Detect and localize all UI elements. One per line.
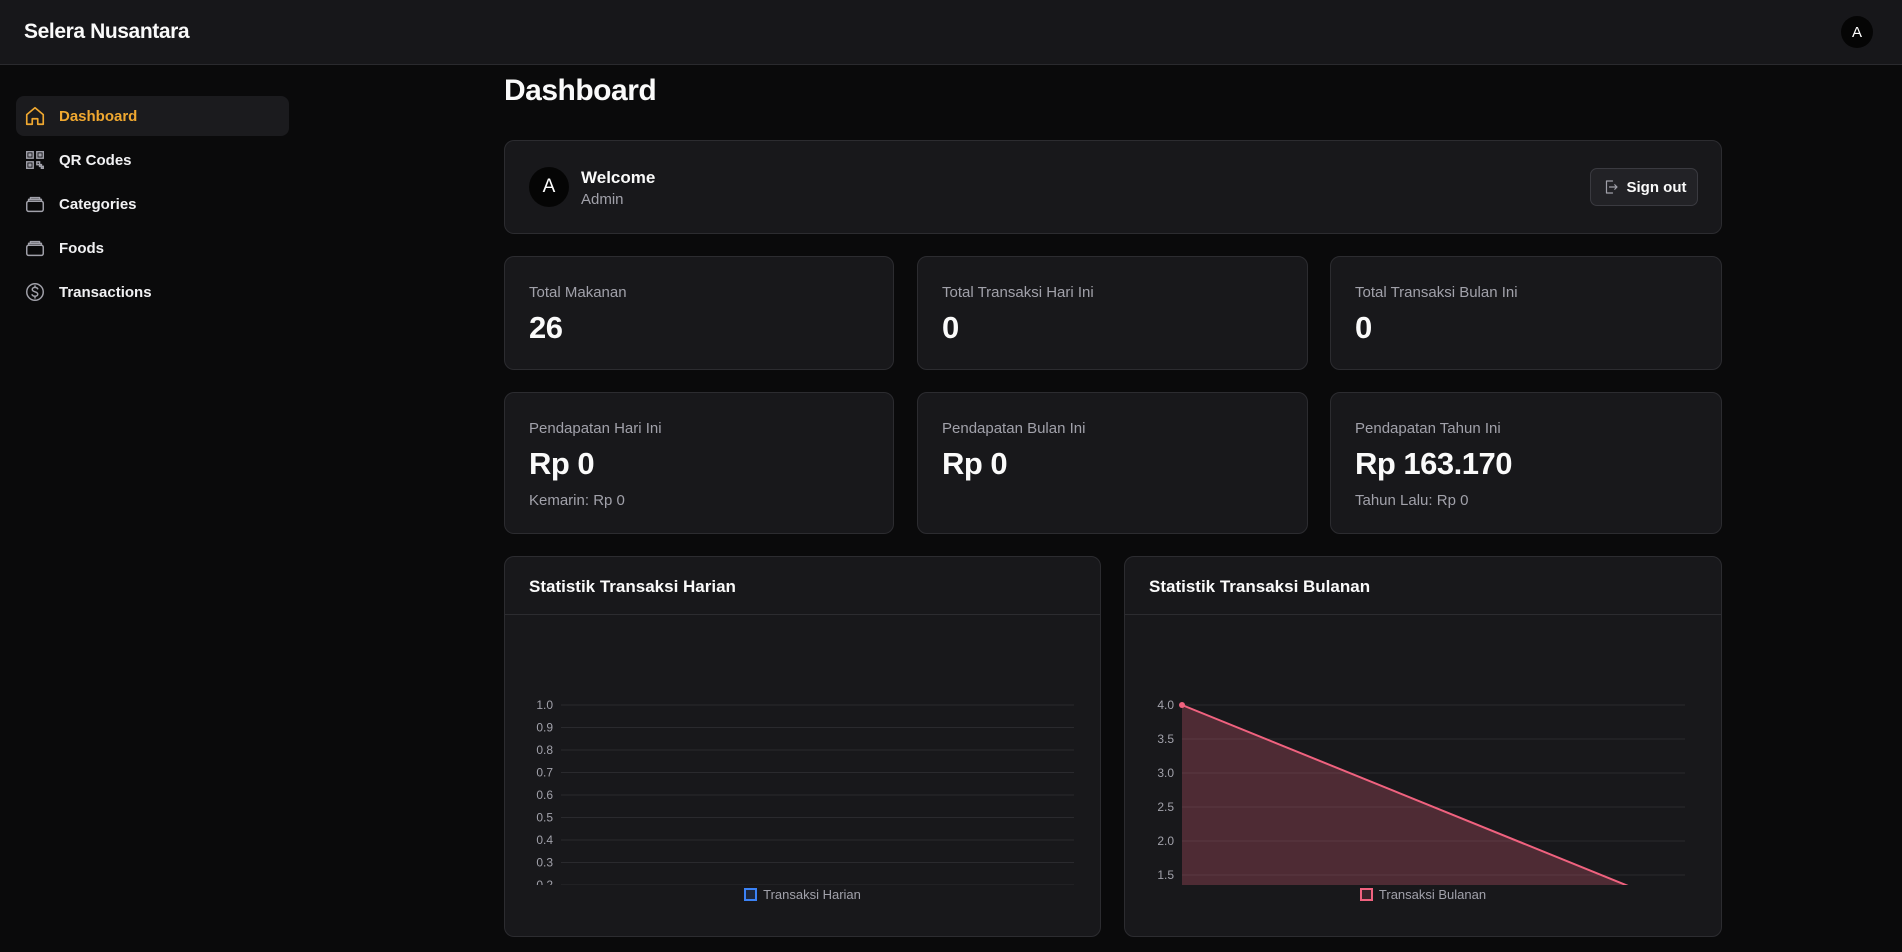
stack-icon <box>24 193 46 215</box>
stat-card-transaksi-bulan-ini: Total Transaksi Bulan Ini 0 <box>1330 256 1722 370</box>
sign-out-button[interactable]: Sign out <box>1590 168 1698 206</box>
monthly-chart-card: Statistik Transaksi Bulanan 1.01.52.02.5… <box>1124 556 1722 937</box>
sidebar-item-label: QR Codes <box>59 151 132 169</box>
stack-icon <box>24 237 46 259</box>
stat-card-pendapatan-hari-ini: Pendapatan Hari Ini Rp 0 Kemarin: Rp 0 <box>504 392 894 534</box>
stat-value: 0 <box>942 310 959 345</box>
y-tick-label: 0.7 <box>536 766 553 780</box>
y-tick-label: 0.9 <box>536 721 553 735</box>
legend-label: Transaksi Harian <box>763 887 861 902</box>
series-line <box>1181 704 1629 885</box>
data-point[interactable] <box>1179 702 1185 708</box>
daily-transactions-chart: 00.10.20.30.40.50.60.70.80.91.0 <box>536 698 1074 885</box>
stat-card-pendapatan-bulan-ini: Pendapatan Bulan Ini Rp 0 <box>917 392 1308 534</box>
stat-label: Total Makanan <box>529 284 627 301</box>
stat-value: 26 <box>529 310 563 345</box>
sidebar-item-dashboard[interactable]: Dashboard <box>16 96 289 136</box>
y-tick-label: 0.3 <box>536 856 553 870</box>
welcome-card: A Welcome Admin Sign out <box>504 140 1722 234</box>
sidebar: Dashboard QR Codes Categories Foods Tran… <box>16 96 289 316</box>
stat-card-pendapatan-tahun-ini: Pendapatan Tahun Ini Rp 163.170 Tahun La… <box>1330 392 1722 534</box>
sidebar-item-label: Dashboard <box>59 107 138 125</box>
y-tick-label: 4.0 <box>1157 698 1174 712</box>
sidebar-item-label: Categories <box>59 195 137 213</box>
stat-label: Pendapatan Tahun Ini <box>1355 420 1501 437</box>
stat-value: Rp 0 <box>942 446 1008 481</box>
y-tick-label: 0.4 <box>536 833 553 847</box>
y-tick-label: 2.0 <box>1157 834 1174 848</box>
welcome-title: Welcome <box>581 168 656 187</box>
sidebar-item-label: Foods <box>59 239 104 257</box>
sidebar-item-foods[interactable]: Foods <box>16 228 289 268</box>
user-avatar[interactable]: A <box>1841 16 1873 48</box>
y-tick-label: 0.6 <box>536 788 553 802</box>
brand-name[interactable]: Selera Nusantara <box>24 20 190 43</box>
stat-label: Pendapatan Hari Ini <box>529 420 662 437</box>
stat-subtext: Tahun Lalu: Rp 0 <box>1355 492 1469 509</box>
stat-label: Pendapatan Bulan Ini <box>942 420 1086 437</box>
y-tick-label: 0.8 <box>536 743 553 757</box>
sign-out-label: Sign out <box>1626 178 1687 196</box>
sidebar-item-qr-codes[interactable]: QR Codes <box>16 140 289 180</box>
stat-value: Rp 0 <box>529 446 595 481</box>
y-tick-label: 1.0 <box>536 698 553 712</box>
sidebar-item-categories[interactable]: Categories <box>16 184 289 224</box>
y-tick-label: 0.2 <box>536 878 553 885</box>
series-area <box>1182 705 1626 885</box>
home-icon <box>24 105 46 127</box>
stat-card-transaksi-hari-ini: Total Transaksi Hari Ini 0 <box>917 256 1308 370</box>
y-tick-label: 1.5 <box>1157 868 1174 882</box>
chart-legend[interactable]: Transaksi Harian <box>505 887 1100 902</box>
page-title: Dashboard <box>504 74 657 107</box>
sign-out-icon <box>1605 180 1618 194</box>
y-tick-label: 2.5 <box>1157 800 1174 814</box>
chart-title: Statistik Transaksi Harian <box>529 577 736 596</box>
y-tick-label: 0.5 <box>536 811 553 825</box>
chart-legend[interactable]: Transaksi Bulanan <box>1125 887 1721 902</box>
stat-value: 0 <box>1355 310 1372 345</box>
daily-chart-card: Statistik Transaksi Harian 00.10.20.30.4… <box>504 556 1101 937</box>
legend-label: Transaksi Bulanan <box>1378 887 1487 902</box>
stat-label: Total Transaksi Hari Ini <box>942 284 1094 301</box>
qr-code-icon <box>24 149 46 171</box>
sidebar-item-transactions[interactable]: Transactions <box>16 272 289 312</box>
divider <box>1125 614 1721 615</box>
legend-swatch <box>744 888 758 901</box>
chart-title: Statistik Transaksi Bulanan <box>1149 577 1371 596</box>
divider <box>505 614 1100 615</box>
stat-value: Rp 163.170 <box>1355 446 1513 481</box>
dollar-circle-icon <box>24 281 46 303</box>
sidebar-item-label: Transactions <box>59 283 152 301</box>
top-navbar: Selera Nusantara A <box>0 0 1902 65</box>
monthly-transactions-chart: 1.01.52.02.53.03.54.0MaretMei <box>1157 698 1685 885</box>
y-tick-label: 3.0 <box>1157 766 1174 780</box>
avatar: A <box>529 167 569 207</box>
stat-label: Total Transaksi Bulan Ini <box>1355 284 1518 301</box>
legend-swatch <box>1359 888 1373 901</box>
stat-card-total-makanan: Total Makanan 26 <box>504 256 894 370</box>
stat-subtext: Kemarin: Rp 0 <box>529 492 625 509</box>
y-tick-label: 3.5 <box>1157 732 1174 746</box>
welcome-subtitle: Admin <box>581 191 624 208</box>
